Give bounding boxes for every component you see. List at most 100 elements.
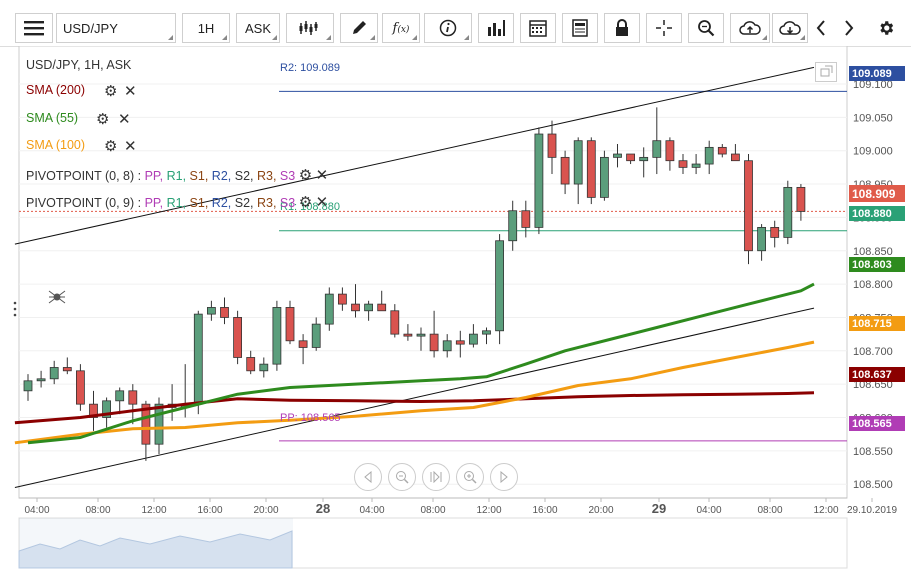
sma100-label: SMA (100) <box>26 138 86 152</box>
indicators-button[interactable]: f(x) <box>382 13 420 43</box>
legend-pivot-2[interactable]: PIVOTPOINT (0, 9) : PP, R1, S1, R2, S2, … <box>26 193 328 211</box>
pivot1-pp: PP, <box>144 169 164 183</box>
candle-down <box>796 186 806 212</box>
sma100-settings-icon[interactable]: ⚙ <box>104 138 118 155</box>
x-tick-label: 29 <box>652 501 666 516</box>
menu-button[interactable] <box>15 13 53 43</box>
scroll-right-button[interactable] <box>836 13 862 43</box>
legend-sma200[interactable]: SMA (200) ⚙ ✕ <box>26 83 137 100</box>
trading-signal-button[interactable] <box>48 288 66 309</box>
price-type-select[interactable]: ASK <box>236 13 280 43</box>
sma55-price-box: 108.803 <box>849 257 905 272</box>
candle-up <box>691 163 701 168</box>
pivot1-r2: R2, <box>211 169 232 183</box>
x-tick-label: 08:00 <box>757 505 782 516</box>
sma55-remove-icon[interactable]: ✕ <box>118 111 131 128</box>
trendlines <box>14 66 815 489</box>
upload-button[interactable] <box>730 13 770 43</box>
pivot1-s1: S1, <box>189 169 209 183</box>
symbol-select[interactable]: USD/JPY <box>56 13 176 43</box>
zoom-out-button[interactable] <box>388 463 416 491</box>
pivot2-r2: R2, <box>211 196 232 210</box>
zoom-in-icon <box>464 471 477 484</box>
sma200-settings-icon[interactable]: ⚙ <box>104 83 118 100</box>
zoom-button[interactable] <box>688 13 724 43</box>
pivot1-label: PIVOTPOINT (0, 8) <box>26 169 135 183</box>
sma100-remove-icon[interactable]: ✕ <box>124 138 137 155</box>
sma55-settings-icon[interactable]: ⚙ <box>96 111 110 128</box>
zoom-in-button[interactable] <box>456 463 484 491</box>
chart-type-button[interactable] <box>286 13 334 43</box>
candle-up <box>639 156 649 162</box>
pivot1-settings-icon[interactable]: ⚙ <box>298 167 313 184</box>
price-type-value: ASK <box>244 20 271 36</box>
pivot2-settings-icon[interactable]: ⚙ <box>298 194 313 211</box>
pivot1-s3: S3 <box>279 169 296 183</box>
candle-down <box>62 367 72 372</box>
candle-down <box>547 133 557 158</box>
navigator-window[interactable] <box>19 518 293 568</box>
chevron-right-icon <box>845 20 854 36</box>
moving-averages <box>14 282 815 445</box>
candle-down <box>298 340 308 348</box>
candles <box>23 107 806 461</box>
pivot1-remove-icon[interactable]: ✕ <box>315 167 329 184</box>
candle-up <box>259 363 269 372</box>
timeframe-select[interactable]: 1H <box>182 13 230 43</box>
dropdown-corner-icon <box>762 35 767 40</box>
candle-down <box>560 156 570 185</box>
candle-up <box>36 378 46 382</box>
candle-up <box>364 303 374 312</box>
current-price-box: 108.909 <box>849 185 905 202</box>
legend-pivot-1[interactable]: PIVOTPOINT (0, 8) : PP, R1, S1, R2, S2, … <box>26 166 328 184</box>
price-chart[interactable]: 109.100109.050109.000108.950108.900108.8… <box>0 46 911 571</box>
candle-up <box>154 403 164 445</box>
pp-level-label: PP: 108.565 <box>280 412 341 424</box>
volume-button[interactable] <box>478 13 514 43</box>
info-button[interactable] <box>424 13 472 43</box>
panel-drag-handle[interactable] <box>13 300 17 318</box>
x-tick-label: 20:00 <box>588 505 613 516</box>
legend-sma100[interactable]: SMA (100) ⚙ ✕ <box>26 138 137 155</box>
draw-tool-button[interactable] <box>340 13 378 43</box>
fullscreen-button[interactable] <box>815 62 837 82</box>
scroll-left-button[interactable] <box>808 13 834 43</box>
candle-down <box>351 303 360 312</box>
candle-up <box>468 333 478 345</box>
news-button[interactable] <box>562 13 598 43</box>
sma200-remove-icon[interactable]: ✕ <box>124 83 137 100</box>
chevron-left-icon <box>816 20 825 36</box>
candle-down <box>678 160 688 168</box>
candle-up <box>416 333 426 337</box>
nav-next-button[interactable] <box>490 463 518 491</box>
reset-view-button[interactable] <box>422 463 450 491</box>
candle-down <box>717 146 727 155</box>
r2-level-label: R2: 109.089 <box>280 62 340 74</box>
crosshair-button[interactable] <box>646 13 682 43</box>
y-tick-label: 108.500 <box>853 479 893 491</box>
y-tick-label: 108.700 <box>853 346 893 358</box>
expand-icon <box>820 65 833 77</box>
candle-up <box>311 323 321 348</box>
settings-button[interactable] <box>870 13 902 43</box>
calendar-button[interactable] <box>520 13 556 43</box>
chart-area[interactable]: 109.100109.050109.000108.950108.900108.8… <box>0 46 911 571</box>
candle-down <box>626 153 635 162</box>
legend-sma55[interactable]: SMA (55) ⚙ ✕ <box>26 111 131 128</box>
download-button[interactable] <box>772 13 808 43</box>
candle-down <box>233 317 243 358</box>
pivot2-s2: S2, <box>234 196 254 210</box>
x-tick-label: 08:00 <box>420 505 445 516</box>
navigator-series <box>18 530 293 569</box>
candle-up <box>193 313 203 405</box>
lock-button[interactable] <box>604 13 640 43</box>
candle-down <box>246 357 256 372</box>
candlestick-icon <box>299 21 318 35</box>
candle-up <box>49 367 59 380</box>
function-icon: f(x) <box>392 20 410 36</box>
pp-price-box: 108.565 <box>849 416 905 431</box>
pivot2-remove-icon[interactable]: ✕ <box>315 194 329 211</box>
candle-down <box>220 307 229 318</box>
x-tick-label: 08:00 <box>85 505 110 516</box>
nav-prev-button[interactable] <box>354 463 382 491</box>
